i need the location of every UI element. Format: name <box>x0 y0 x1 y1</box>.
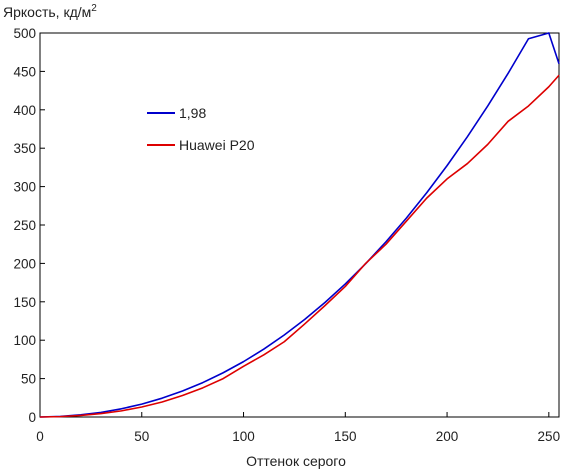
x-axis: 0 50 100 150 200 250 <box>36 412 560 444</box>
x-axis-title: Оттенок серого <box>246 453 346 469</box>
y-tick-label: 450 <box>13 64 36 79</box>
y-tick-label: 300 <box>13 180 36 195</box>
legend: 1,98 Huawei P20 <box>147 105 255 153</box>
series-lines <box>39 32 560 418</box>
y-axis-title-text: Яркость, кд/м <box>3 4 91 20</box>
y-axis: 0 50 100 150 200 250 300 350 400 450 500 <box>13 26 45 425</box>
y-tick-label: 500 <box>13 26 36 41</box>
x-tick-label: 200 <box>436 429 459 444</box>
y-axis-title: Яркость, кд/м2 <box>3 3 97 20</box>
x-tick-label: 250 <box>538 429 561 444</box>
y-tick-label: 250 <box>13 218 36 233</box>
y-tick-label: 150 <box>13 295 36 310</box>
x-tick-label: 150 <box>334 429 357 444</box>
legend-label-series-1: 1,98 <box>179 105 206 121</box>
legend-label-series-2: Huawei P20 <box>179 137 255 153</box>
plot-frame <box>39 32 560 418</box>
x-tick-label: 0 <box>36 429 44 444</box>
series-line-2 <box>39 74 560 418</box>
y-tick-label: 100 <box>13 333 36 348</box>
y-tick-label: 200 <box>13 256 36 271</box>
y-axis-title-superscript: 2 <box>91 3 97 14</box>
series-line-1 <box>39 32 560 418</box>
x-tick-label: 50 <box>134 429 149 444</box>
y-tick-label: 400 <box>13 103 36 118</box>
x-tick-label: 100 <box>232 429 255 444</box>
y-tick-label: 50 <box>21 372 36 387</box>
y-tick-label: 0 <box>28 410 36 425</box>
y-tick-label: 350 <box>13 141 36 156</box>
